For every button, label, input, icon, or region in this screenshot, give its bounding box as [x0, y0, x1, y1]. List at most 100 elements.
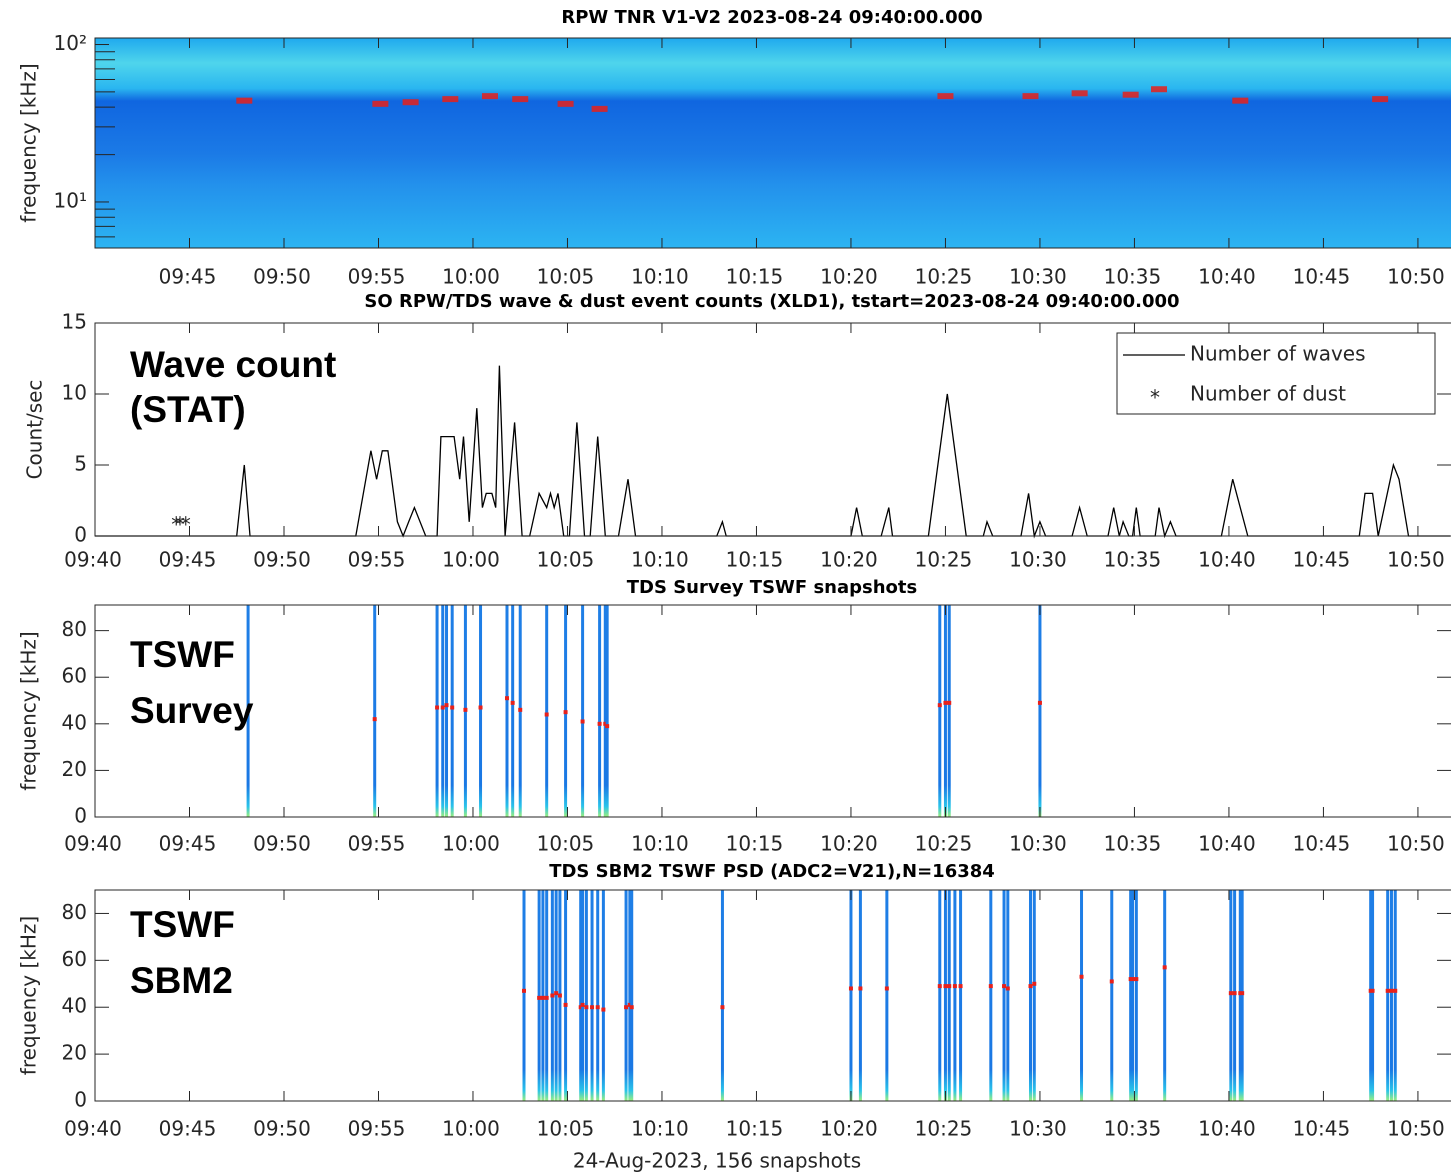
y-tick-label: 10¹	[54, 188, 87, 212]
x-tick-label: 10:30	[1009, 1117, 1067, 1141]
x-tick-label: 10:35	[1104, 1117, 1162, 1141]
snapshot-strip	[1229, 890, 1233, 1101]
y-axis-label: Count/sec	[23, 380, 47, 480]
snapshot-strip	[1386, 890, 1390, 1101]
x-tick-label: 09:40	[64, 1117, 122, 1141]
annotation: TSWF	[130, 634, 235, 675]
snapshot-strip	[947, 890, 951, 1101]
x-tick-label: 10:05	[537, 832, 595, 856]
x-tick-label: 10:30	[1009, 548, 1067, 572]
y-tick-label: 0	[74, 523, 87, 547]
x-tick-label: 10:20	[820, 265, 878, 289]
snapshot-strip	[1238, 890, 1242, 1101]
snapshot-strip	[1028, 890, 1032, 1101]
snapshot-strip	[1163, 890, 1167, 1101]
snapshot-strip	[624, 890, 628, 1101]
snapshot-peak	[937, 703, 942, 708]
snapshot-peak	[1134, 977, 1139, 982]
x-tick-label: 09:55	[348, 548, 406, 572]
snapshot-peak	[537, 995, 542, 1000]
snapshot-peak	[1385, 988, 1390, 993]
axes-frame	[94, 322, 1451, 537]
snapshot-peak	[627, 1002, 632, 1007]
y-tick-label: 40	[62, 994, 87, 1018]
x-tick-label: 10:05	[537, 548, 595, 572]
snapshot-peak	[1232, 991, 1237, 996]
snapshot-strip	[590, 890, 594, 1101]
snapshot-peak	[601, 1007, 606, 1012]
snapshot-peak	[1393, 988, 1398, 993]
emission-spot	[1151, 86, 1168, 93]
snapshot-peak	[540, 995, 545, 1000]
y-tick-label: 5	[74, 452, 87, 476]
snapshot-peak	[1109, 979, 1114, 984]
x-tick-label: 10:10	[631, 832, 689, 856]
snapshot-peak	[450, 705, 455, 710]
snapshot-strip	[1006, 890, 1010, 1101]
snapshot-strip	[584, 890, 588, 1101]
snapshot-peak	[605, 724, 610, 729]
snapshot-strip	[959, 890, 963, 1101]
x-tick-label: 10:15	[726, 832, 784, 856]
snapshot-peak	[1162, 965, 1167, 970]
x-tick-label: 10:35	[1104, 265, 1162, 289]
snapshot-peak	[958, 984, 963, 989]
snapshot-peak	[720, 1005, 725, 1010]
snapshot-peak	[1002, 984, 1007, 989]
annotation: SBM2	[130, 960, 233, 1001]
snapshot-peak	[943, 700, 948, 705]
snapshot-peak	[884, 986, 889, 991]
snapshot-strip	[858, 890, 862, 1101]
snapshot-strip	[1032, 890, 1036, 1101]
x-tick-label: 10:10	[631, 265, 689, 289]
snapshot-strip	[1233, 890, 1237, 1101]
y-tick-label: 40	[62, 710, 87, 734]
snapshot-peak	[1130, 977, 1135, 982]
x-tick-label: 09:50	[253, 265, 311, 289]
dust-marker: *	[175, 512, 185, 536]
snapshot-strip	[450, 605, 454, 817]
snapshot-peak	[848, 986, 853, 991]
snapshot-strip	[579, 890, 583, 1101]
snapshot-strip	[953, 890, 957, 1101]
y-tick-label: 0	[74, 1088, 87, 1112]
x-tick-label: 09:45	[159, 1117, 217, 1141]
x-tick-label: 09:45	[159, 832, 217, 856]
snapshot-peak	[1228, 991, 1233, 996]
snapshot-strip	[505, 605, 509, 817]
snapshot-peak	[372, 717, 377, 722]
y-tick-label: 20	[62, 1041, 87, 1065]
x-tick-label: 10:15	[726, 265, 784, 289]
snapshot-peak	[522, 988, 527, 993]
snapshot-peak	[510, 700, 515, 705]
snapshot-strip	[628, 890, 632, 1101]
emission-spot	[937, 93, 954, 100]
x-tick-label: 09:40	[64, 548, 122, 572]
emission-spot	[512, 96, 529, 103]
snapshot-strip	[1389, 890, 1393, 1101]
snapshot-strip	[601, 890, 605, 1101]
snapshot-strip	[1131, 890, 1135, 1101]
emission-spot	[1071, 90, 1088, 97]
snapshot-strip	[938, 605, 942, 817]
snapshot-strip	[943, 605, 947, 817]
snapshot-strip	[1371, 890, 1375, 1101]
snapshot-strip	[541, 890, 545, 1101]
snapshot-peak	[444, 703, 449, 708]
y-tick-label: 80	[62, 900, 87, 924]
snapshot-peak	[544, 712, 549, 717]
x-tick-label: 10:40	[1198, 265, 1256, 289]
snapshot-peak	[580, 1002, 585, 1007]
snapshot-peak	[1037, 700, 1042, 705]
y-tick-label: 20	[62, 757, 87, 781]
legend-label: Number of dust	[1190, 382, 1346, 406]
x-tick-label: 10:50	[1387, 548, 1445, 572]
axes-frame	[94, 604, 1451, 818]
x-tick-label: 09:55	[348, 265, 406, 289]
y-tick-label: 10²	[54, 31, 87, 55]
snapshot-peak	[550, 993, 555, 998]
x-tick-label: 10:05	[537, 1117, 595, 1141]
snapshot-peak	[440, 705, 445, 710]
snapshot-strip	[605, 605, 609, 817]
